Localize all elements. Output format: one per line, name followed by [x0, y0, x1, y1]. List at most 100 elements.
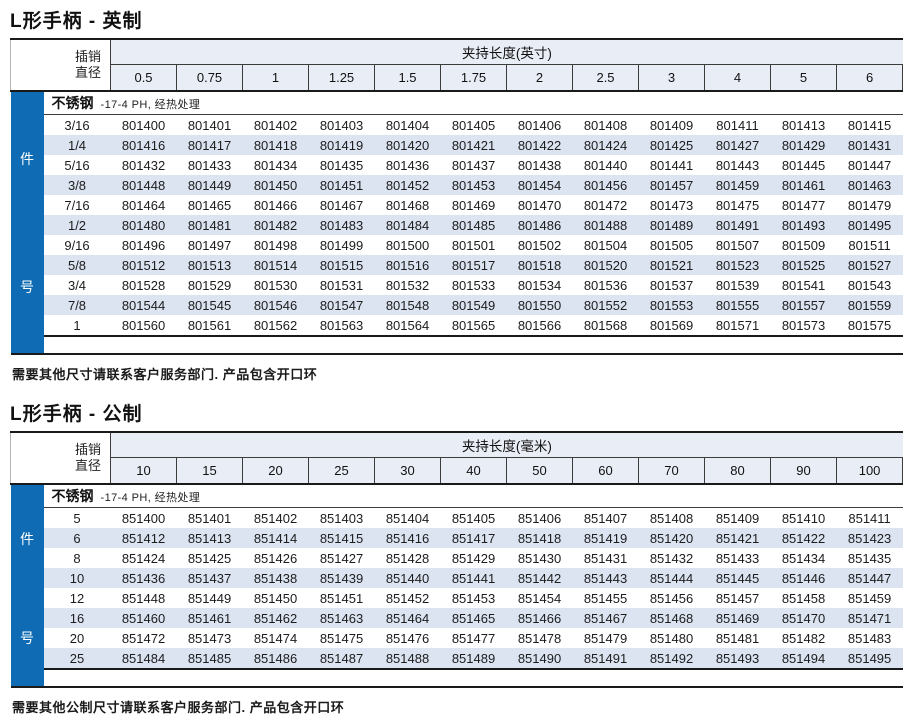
part-number-cell: 851440: [374, 568, 441, 588]
clamp-length-header: 夹持长度(毫米): [110, 432, 903, 458]
part-number-cell: 851431: [572, 548, 639, 568]
part-number-cell: 801424: [572, 135, 639, 155]
part-number-cell: 851491: [572, 648, 639, 670]
part-number-cell: 801534: [506, 275, 573, 295]
pin-diameter-line2: 直径: [75, 65, 102, 80]
length-column-header: 1: [242, 64, 310, 92]
part-number-cell: 851406: [506, 507, 573, 528]
part-number-cell: 801477: [770, 195, 837, 215]
part-number-cell: 801409: [638, 114, 705, 135]
pin-diameter-line2: 直径: [75, 458, 102, 473]
part-number-cell: 851454: [506, 588, 573, 608]
table-row: 25 851484 851485 851486 851487 851488 851489 85…: [11, 648, 903, 670]
diameter-cell: 9/16: [43, 235, 111, 255]
length-column-header: 6: [836, 64, 904, 92]
part-number-cell: 801571: [704, 315, 771, 337]
part-number-cell: 801529: [176, 275, 243, 295]
length-column-header: 0.5: [110, 64, 178, 92]
material-cell: 不锈钢 -17-4 PH, 经热处理: [43, 484, 903, 508]
part-number-cell: 801415: [836, 114, 903, 135]
length-column-header: 1.25: [308, 64, 376, 92]
table-row: 3/16 801400 801401 801402 801403 801404 801405…: [11, 114, 903, 135]
imperial-section: L形手柄 - 英制 插销 直径 夹持长度(英寸) 0.5 0.75 1 1.25 1.5 1.7…: [9, 0, 904, 393]
part-number-cell: 851458: [770, 588, 837, 608]
part-number-cell: 851442: [506, 568, 573, 588]
part-number-cell: 801470: [506, 195, 573, 215]
side-label-top: 件: [20, 151, 34, 168]
part-number-cell: 801425: [638, 135, 705, 155]
part-number-cell: 851420: [638, 528, 705, 548]
part-number-cell: 801481: [176, 215, 243, 235]
table-row: 5/8 801512 801513 801514 801515 801516 801517 8…: [11, 255, 903, 275]
part-number-cell: 801533: [440, 275, 507, 295]
part-number-cell: 851472: [110, 628, 177, 648]
part-number-cell: 851484: [110, 648, 177, 670]
part-number-cell: 801511: [836, 235, 903, 255]
part-number-cell: 851453: [440, 588, 507, 608]
part-number-cell: 801454: [506, 175, 573, 195]
part-number-cell: 801485: [440, 215, 507, 235]
part-number-cell: 851403: [308, 507, 375, 528]
length-column-header: 80: [704, 457, 772, 485]
part-number-cell: 801557: [770, 295, 837, 315]
part-number-cell: 801544: [110, 295, 177, 315]
length-column-header: 70: [638, 457, 706, 485]
part-number-cell: 801404: [374, 114, 441, 135]
part-number-cell: 801495: [836, 215, 903, 235]
part-number-cell: 801479: [836, 195, 903, 215]
diameter-cell: 1/2: [43, 215, 111, 235]
part-number-cell: 851414: [242, 528, 309, 548]
part-number-cell: 851469: [704, 608, 771, 628]
part-number-cell: 851411: [836, 507, 903, 528]
table-row: 7/8 801544 801545 801546 801547 801548 801549 8…: [11, 295, 903, 315]
part-number-cell: 801552: [572, 295, 639, 315]
part-number-cell: 801456: [572, 175, 639, 195]
part-number-cell: 801516: [374, 255, 441, 275]
part-number-cell: 851412: [110, 528, 177, 548]
part-number-cell: 801437: [440, 155, 507, 175]
part-number-cell: 801472: [572, 195, 639, 215]
part-number-cell: 801459: [704, 175, 771, 195]
diameter-cell: 5: [43, 507, 111, 528]
part-number-cell: 851413: [176, 528, 243, 548]
part-number-cell: 851443: [572, 568, 639, 588]
part-number-cell: 851401: [176, 507, 243, 528]
part-number-cell: 851402: [242, 507, 309, 528]
pin-diameter-header: 插销 直径: [9, 39, 111, 92]
part-number-cell: 851432: [638, 548, 705, 568]
table-header: 插销 直径 夹持长度(毫米) 10 15 20 25 30 40 50 60 70 80 90 100: [9, 432, 904, 485]
part-number-cell: 801536: [572, 275, 639, 295]
part-number-cell: 801420: [374, 135, 441, 155]
table-row: 1 801560 801561 801562 801563 801564 801565 801…: [11, 315, 903, 337]
part-number-cell: 851457: [704, 588, 771, 608]
part-number-cell: 801546: [242, 295, 309, 315]
part-number-cell: 851481: [704, 628, 771, 648]
part-number-cell: 851423: [836, 528, 903, 548]
part-number-cell: 851430: [506, 548, 573, 568]
part-number-cell: 851483: [836, 628, 903, 648]
length-column-header: 10: [110, 457, 178, 485]
part-number-cell: 851410: [770, 507, 837, 528]
part-number-cell: 851495: [836, 648, 903, 670]
diameter-cell: 7/8: [43, 295, 111, 315]
part-number-cell: 801448: [110, 175, 177, 195]
part-number-cell: 801573: [770, 315, 837, 337]
part-number-cell: 801509: [770, 235, 837, 255]
part-number-cell: 851467: [572, 608, 639, 628]
part-number-cell: 801532: [374, 275, 441, 295]
part-number-cell: 851428: [374, 548, 441, 568]
part-number-cell: 801403: [308, 114, 375, 135]
side-label-bottom: 号: [20, 279, 34, 296]
part-number-cell: 801563: [308, 315, 375, 337]
part-number-cell: 801486: [506, 215, 573, 235]
part-number-cell: 851482: [770, 628, 837, 648]
pin-diameter-header: 插销 直径: [9, 432, 111, 485]
length-column-header: 50: [506, 457, 574, 485]
part-number-cell: 851447: [836, 568, 903, 588]
part-number-cell: 801543: [836, 275, 903, 295]
part-number-cell: 851492: [638, 648, 705, 670]
part-number-cell: 851435: [836, 548, 903, 568]
part-number-cell: 851421: [704, 528, 771, 548]
header-row-sizes: 0.5 0.75 1 1.25 1.5 1.75 2 2.5 3 4 5 6: [11, 64, 904, 92]
part-number-cell: 801568: [572, 315, 639, 337]
